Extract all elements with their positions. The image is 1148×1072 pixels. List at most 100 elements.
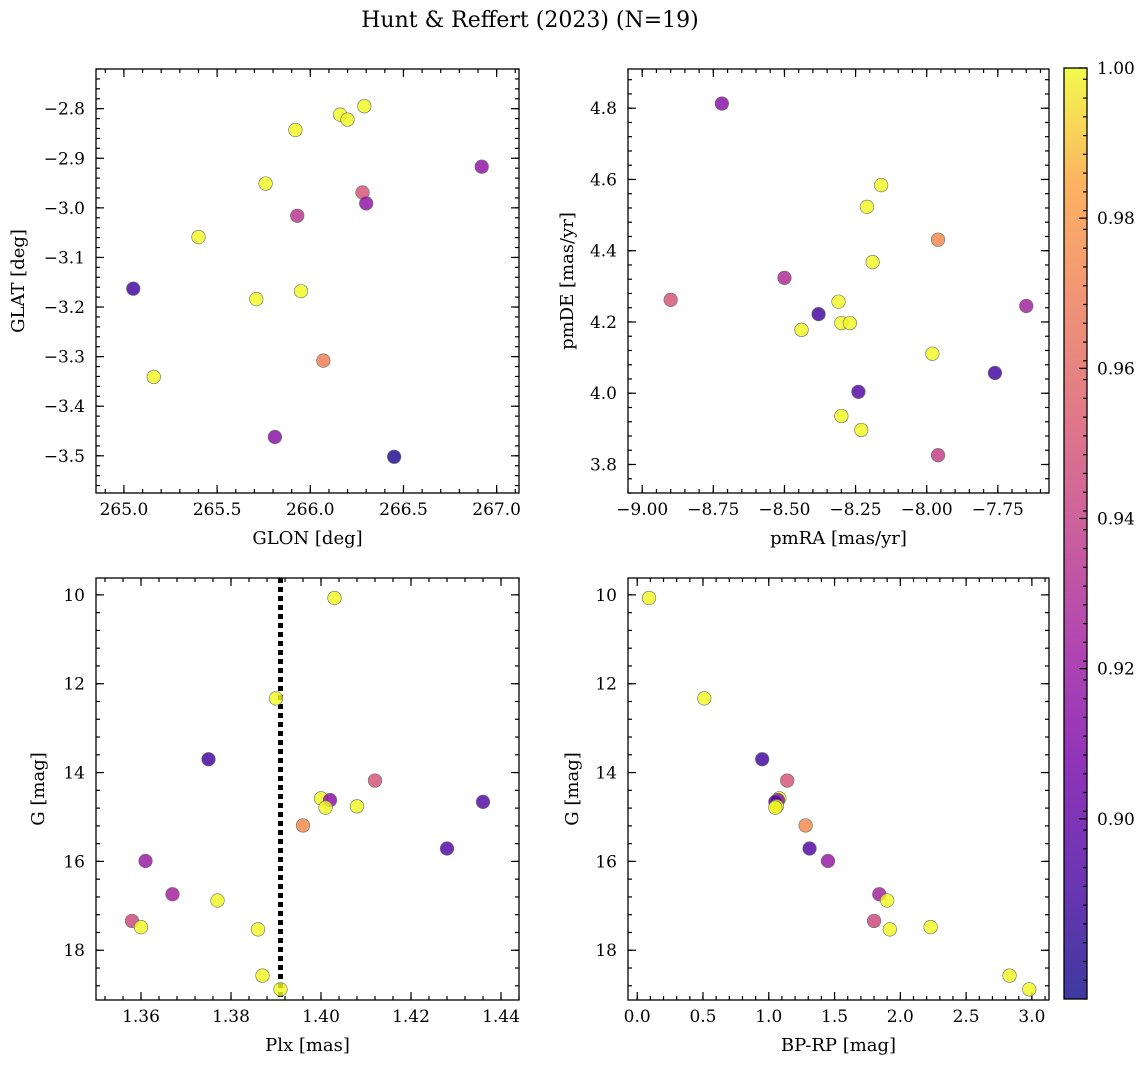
data-point — [293, 284, 309, 299]
x-tick-label: −9.00 — [616, 500, 668, 520]
data-point — [268, 691, 284, 706]
data-point — [930, 232, 946, 247]
data-point — [1019, 298, 1034, 314]
data-point — [273, 982, 288, 997]
axes-frame — [627, 577, 1050, 1001]
data-point — [930, 448, 946, 463]
data-point — [755, 752, 770, 767]
y-tick-label: 10 — [595, 586, 617, 606]
x-tick-label: 1.36 — [122, 1007, 160, 1027]
data-point — [327, 590, 342, 606]
y-axis-label: G [mag] — [28, 752, 49, 825]
figure-title: Hunt & Reffert (2023) (N=19) — [361, 8, 699, 33]
axes-frame — [95, 577, 520, 1001]
y-tick-label: 12 — [63, 675, 85, 695]
x-tick-label: 1.40 — [302, 1007, 340, 1027]
data-point — [295, 818, 311, 833]
data-point — [349, 799, 365, 814]
x-tick-label: 0.0 — [624, 1007, 651, 1027]
data-point — [126, 281, 141, 296]
y-tick-label: 4.8 — [590, 99, 617, 119]
x-tick-label: −8.75 — [687, 500, 739, 520]
y-tick-label: 18 — [63, 941, 85, 961]
data-point — [874, 178, 889, 193]
x-tick-label: −7.75 — [972, 500, 1024, 520]
data-point — [387, 449, 402, 464]
data-point — [866, 913, 882, 929]
data-point — [249, 292, 264, 307]
data-point — [359, 196, 374, 211]
x-axis-label: pmRA [mas/yr] — [770, 528, 907, 549]
data-point — [255, 968, 270, 983]
axes-frame — [95, 68, 520, 494]
data-point — [340, 112, 355, 127]
data-point — [663, 292, 678, 307]
y-tick-label: −2.9 — [44, 149, 85, 169]
y-tick-label: −3.3 — [44, 348, 85, 368]
data-point — [811, 307, 826, 322]
data-point — [777, 270, 792, 285]
data-point — [133, 920, 149, 935]
colorbar-tick-label: 0.94 — [1097, 509, 1135, 529]
data-point — [851, 384, 866, 399]
data-point — [854, 422, 869, 438]
x-tick-label: 2.5 — [953, 1007, 980, 1027]
data-point — [318, 800, 333, 815]
data-point — [290, 208, 305, 223]
data-point — [475, 794, 491, 809]
x-tick-label: −8.00 — [901, 500, 953, 520]
y-axis-label: G [mag] — [562, 752, 583, 825]
y-tick-label: −3.4 — [44, 397, 85, 417]
x-tick-label: 265.0 — [100, 500, 149, 520]
data-point — [258, 176, 273, 191]
data-point — [288, 122, 303, 138]
y-axis-label: pmDE [mas/yr] — [557, 212, 578, 350]
x-tick-label: 266.0 — [286, 500, 335, 520]
data-point — [820, 853, 836, 869]
x-tick-label: 1.0 — [755, 1007, 782, 1027]
colorbar-tick-label: 0.96 — [1097, 359, 1135, 379]
data-point — [802, 841, 817, 856]
data-point — [146, 369, 161, 385]
data-point — [267, 429, 282, 445]
colorbar-tick-label: 0.92 — [1097, 660, 1135, 680]
data-point — [191, 230, 206, 245]
data-point — [641, 590, 657, 606]
data-point — [210, 893, 225, 908]
data-point — [201, 752, 216, 767]
y-tick-label: 4.0 — [590, 384, 617, 404]
x-tick-label: 3.0 — [1018, 1007, 1045, 1027]
x-axis-label: Plx [mas] — [265, 1035, 350, 1056]
x-tick-label: 265.5 — [193, 500, 242, 520]
data-point — [880, 893, 895, 908]
data-point — [780, 773, 795, 788]
x-tick-label: 1.5 — [821, 1007, 848, 1027]
axes-frame — [627, 68, 1050, 494]
x-tick-label: 2.0 — [887, 1007, 914, 1027]
y-tick-label: −2.8 — [44, 100, 85, 120]
y-tick-label: 4.2 — [590, 313, 617, 333]
y-tick-label: 18 — [595, 941, 617, 961]
data-point — [842, 315, 857, 331]
data-point — [357, 99, 372, 114]
y-tick-label: −3.0 — [44, 199, 85, 219]
data-point — [865, 255, 880, 270]
y-tick-label: 14 — [63, 764, 85, 784]
y-tick-label: −3.2 — [44, 298, 85, 318]
x-tick-label: 0.5 — [689, 1007, 716, 1027]
data-point — [794, 322, 809, 337]
panel-1: 265.0 265.5 266.0 266.5 267.0 −3.5 −3.4 −3.3 −3.… — [8, 68, 521, 549]
x-tick-label: −8.50 — [758, 500, 810, 520]
data-point — [316, 353, 331, 368]
data-point — [1022, 982, 1037, 997]
colorbar: 0.90 0.92 0.94 0.96 0.98 1.00 — [1063, 59, 1135, 1000]
data-point — [798, 818, 813, 833]
y-tick-label: −3.5 — [44, 447, 85, 467]
data-point — [925, 346, 940, 361]
y-tick-label: 16 — [595, 852, 617, 872]
x-tick-label: 1.38 — [212, 1007, 250, 1027]
data-point — [714, 96, 729, 111]
x-tick-label: 1.42 — [392, 1007, 430, 1027]
x-tick-label: −8.25 — [830, 500, 882, 520]
